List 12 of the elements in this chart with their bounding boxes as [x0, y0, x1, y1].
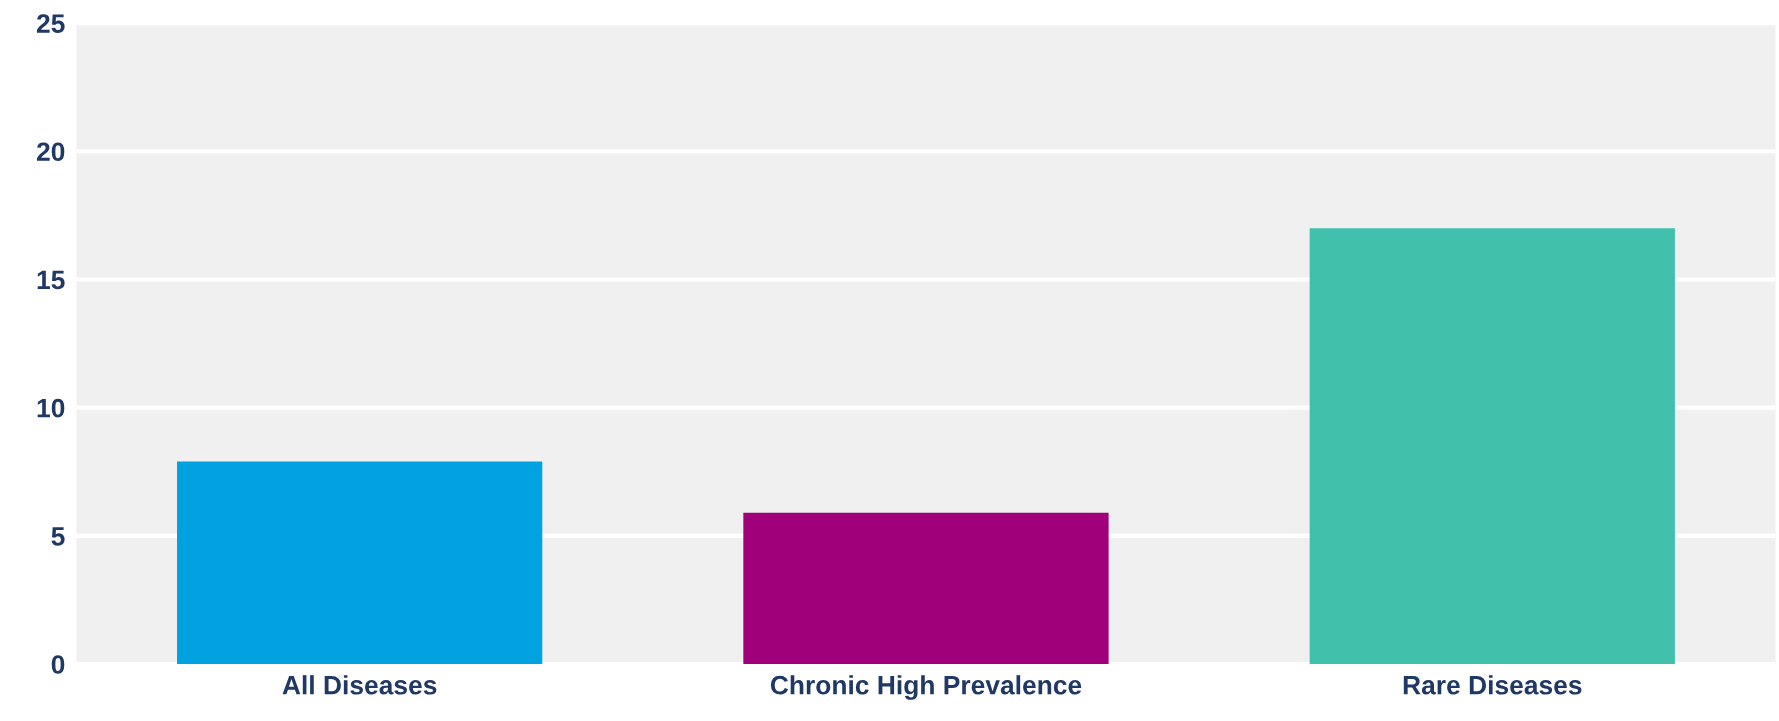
x-tick-label: Rare Diseases	[1403, 675, 1582, 695]
bar	[177, 461, 543, 665]
bar	[1309, 228, 1675, 665]
x-tick-label: Chronic High Prevalence	[770, 675, 1082, 700]
y-tick-label: 20	[36, 142, 65, 162]
bar	[743, 512, 1109, 665]
y-tick-label: 5	[51, 527, 65, 546]
y-tick-label: 15	[37, 270, 65, 290]
y-tick-label: 0	[51, 655, 65, 674]
x-tick-label: All Diseases	[282, 675, 437, 695]
y-tick-label: 25	[36, 14, 65, 33]
y-tick-label: 10	[37, 398, 65, 418]
